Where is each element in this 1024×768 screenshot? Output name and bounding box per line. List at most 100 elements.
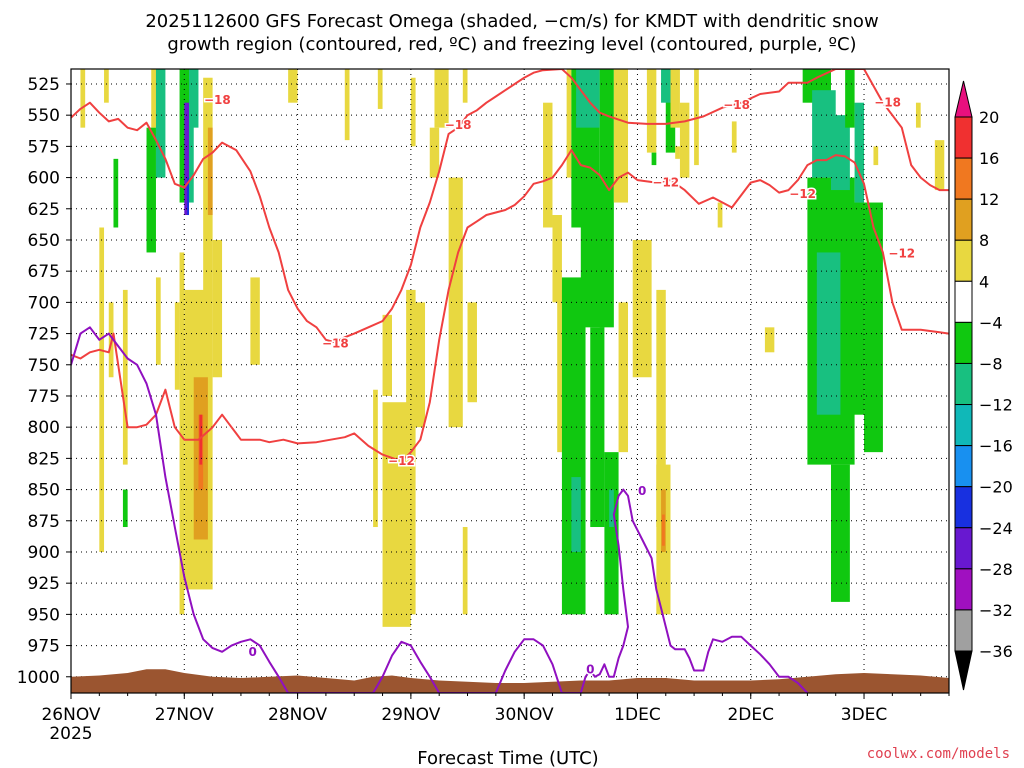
x-tick-label: 27NOV (155, 705, 214, 725)
y-tick-label: 775 (28, 387, 60, 407)
omega-shade-cell (679, 102, 690, 178)
omega-shade-cell (146, 127, 156, 253)
y-tick-label: 700 (28, 293, 60, 313)
colorbar-label: −4 (979, 313, 1003, 332)
y-tick-label: 800 (28, 418, 60, 438)
omega-shade-cell (174, 302, 180, 390)
x-tick-label: 26NOV (41, 705, 100, 725)
colorbar: 20 16 12 8 4 −4 −8 −12 −16 −20 −24 −28 −32 −36 (954, 80, 1013, 691)
contour-label: 0 (249, 645, 257, 659)
omega-shade-cell (189, 69, 199, 128)
y-tick-label: 725 (28, 325, 60, 345)
omega-shade-cell (934, 140, 945, 191)
omega-shade-cell (566, 69, 572, 178)
omega-shade-cell (694, 69, 699, 166)
colorbar-segment (954, 527, 973, 570)
omega-shade-cell (113, 158, 119, 228)
ground-terrain (71, 669, 949, 693)
omega-shade-cell (845, 69, 855, 128)
omega-shade-cell (543, 102, 553, 228)
dgz-minus12-contour (71, 149, 949, 461)
colorbar-bottom-arrow (954, 650, 973, 691)
y-tick-label: 825 (28, 449, 60, 469)
colorbar-label: −8 (979, 354, 1003, 373)
colorbar-top-arrow (954, 80, 973, 118)
omega-shade-cell (462, 69, 468, 103)
omega-shade-cell (873, 146, 879, 166)
contour-label: 0 (586, 662, 594, 676)
y-tick-label: 575 (28, 137, 60, 157)
contour-label: −18 (204, 93, 231, 107)
omega-shade-cell (618, 302, 629, 453)
colorbar-segment (954, 239, 973, 282)
omega-shade-cell (590, 327, 605, 528)
omega-shade-cell (467, 302, 477, 403)
chart-title-line1: 2025112600 GFS Forecast Omega (shaded, −… (145, 11, 878, 32)
y-tick-label: 525 (28, 75, 60, 95)
colorbar-segment (954, 321, 973, 364)
omega-shade-cell (373, 389, 378, 528)
colorbar-label: 20 (979, 108, 999, 127)
y-tick-label: 850 (28, 481, 60, 501)
omega-shade-cell (552, 215, 562, 303)
omega-shade-cell (250, 277, 260, 365)
omega-shade-cell (344, 69, 350, 141)
y-tick-label: 950 (28, 605, 60, 625)
colorbar-segment (954, 486, 973, 529)
omega-shade-cell (155, 277, 161, 365)
y-tick-label: 550 (28, 106, 60, 126)
omega-shade-cell (187, 177, 190, 216)
colorbar-label: −12 (979, 396, 1013, 415)
omega-shade-cell (377, 69, 383, 109)
omega-shade-cell (609, 489, 614, 528)
omega-shade-cell (661, 69, 671, 103)
omega-shade-cell (122, 489, 128, 528)
omega-shade-cell (661, 514, 665, 546)
omega-shade-cell (731, 121, 737, 153)
omega-shade-cell (122, 289, 128, 465)
omega-shade-cell (80, 69, 86, 128)
colorbar-segment (954, 445, 973, 488)
omega-shade-cell (830, 464, 850, 602)
freezing-level-contour (71, 326, 809, 693)
x-tick-label: 1DEC (614, 705, 661, 725)
omega-shade-cell (656, 289, 666, 528)
omega-shade-cell (410, 77, 416, 147)
omega-shade-cell (561, 277, 586, 615)
contour-label: −18 (445, 118, 472, 132)
omega-shade-cell (434, 69, 449, 128)
x-tick-label: 28NOV (268, 705, 327, 725)
plot-area: −18 −18 −18 −18 −18 −12 −12 −12 −12 0 0 0 (70, 68, 950, 694)
omega-shade-cell (462, 527, 468, 615)
omega-shade-cell (382, 314, 392, 396)
omega-shade-cell (915, 102, 921, 128)
omega-shade-cell (651, 152, 657, 166)
colorbar-label: −36 (979, 642, 1013, 661)
omega-shade-cell (179, 69, 190, 203)
colorbar-segment (954, 362, 973, 406)
omega-shade-cell (830, 115, 850, 191)
omega-shade-cell (571, 477, 581, 552)
contour-label: −18 (723, 98, 750, 112)
colorbar-segment (954, 157, 973, 200)
colorbar-label: −16 (979, 437, 1013, 456)
omega-shade-cell (207, 127, 213, 216)
contour-label: −12 (789, 187, 816, 201)
omega-shade-cell (613, 69, 629, 203)
omega-shade-cell (675, 146, 680, 159)
omega-shade-cell (849, 202, 865, 415)
omega-shade-cell (632, 239, 652, 378)
colorbar-segment (954, 198, 973, 241)
colorbar-segment (954, 568, 973, 611)
colorbar-segment (954, 280, 973, 323)
omega-shade-cell (604, 452, 619, 615)
omega-shade-cell (717, 202, 723, 228)
colorbar-label: 4 (979, 272, 989, 291)
omega-shade-cell (580, 177, 605, 328)
y-tick-label: 625 (28, 200, 60, 220)
x-axis-title: Forecast Time (UTC) (417, 748, 598, 768)
y-tick-label: 975 (28, 637, 60, 657)
colorbar-label: 8 (979, 231, 989, 250)
